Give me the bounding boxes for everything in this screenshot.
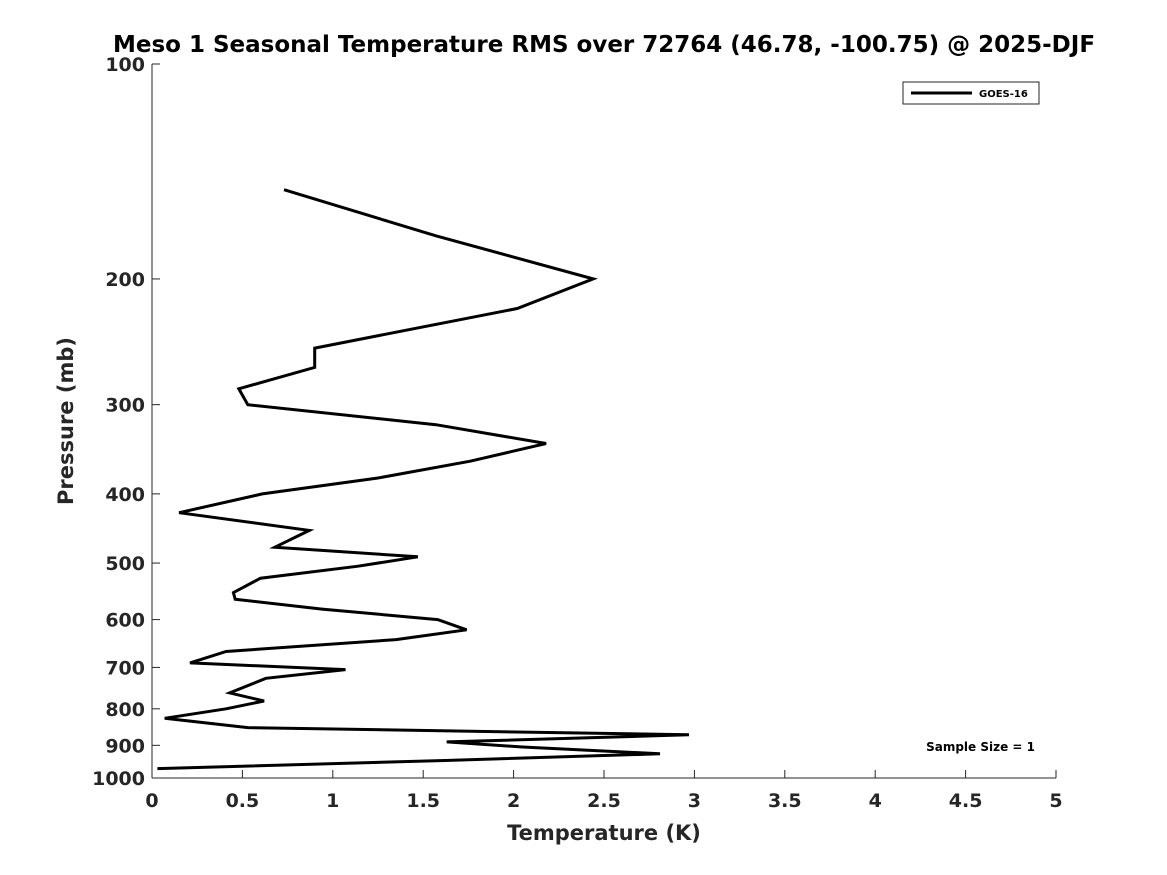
x-tick-label: 0.5 [226,790,260,812]
y-tick-label: 200 [105,269,145,291]
y-tick-label: 900 [105,735,145,757]
x-tick-label: 1 [326,790,339,812]
x-tick-label: 3.5 [768,790,802,812]
y-tick-label: 500 [105,553,145,575]
series-line-goes-16 [157,188,690,771]
y-tick-label: 300 [105,395,145,417]
legend: GOES-16 [902,81,1040,105]
y-axis-label: Pressure (mb) [54,337,78,505]
y-tick-label: 700 [105,657,145,679]
x-tick-label: 0 [145,790,158,812]
x-tick-label: 2 [507,790,520,812]
x-tick-label: 5 [1049,790,1062,812]
plot-area: 0 0.5 1 1.5 2 2.5 3 3.5 4 4.5 5 100 200 300 400 500 600… [92,54,1063,812]
y-ticks: 100 200 300 400 500 600 700 800 900 1000 [92,54,160,790]
y-tick-label: 800 [105,699,145,721]
legend-label-goes-16: GOES-16 [979,89,1028,100]
x-tick-label: 2.5 [587,790,621,812]
y-tick-label: 600 [105,610,145,632]
x-tick-label: 3 [688,790,701,812]
x-axis-label: Temperature (K) [507,821,701,845]
x-ticks: 0 0.5 1 1.5 2 2.5 3 3.5 4 4.5 5 [145,770,1063,812]
series-group [157,188,690,771]
sample-size-annotation: Sample Size = 1 [926,740,1035,754]
y-tick-label: 100 [105,54,145,76]
y-tick-label: 400 [105,484,145,506]
y-tick-label: 1000 [92,768,145,790]
x-tick-label: 1.5 [406,790,440,812]
chart-title: Meso 1 Seasonal Temperature RMS over 727… [113,32,1095,58]
x-tick-label: 4 [869,790,882,812]
x-tick-label: 4.5 [949,790,983,812]
